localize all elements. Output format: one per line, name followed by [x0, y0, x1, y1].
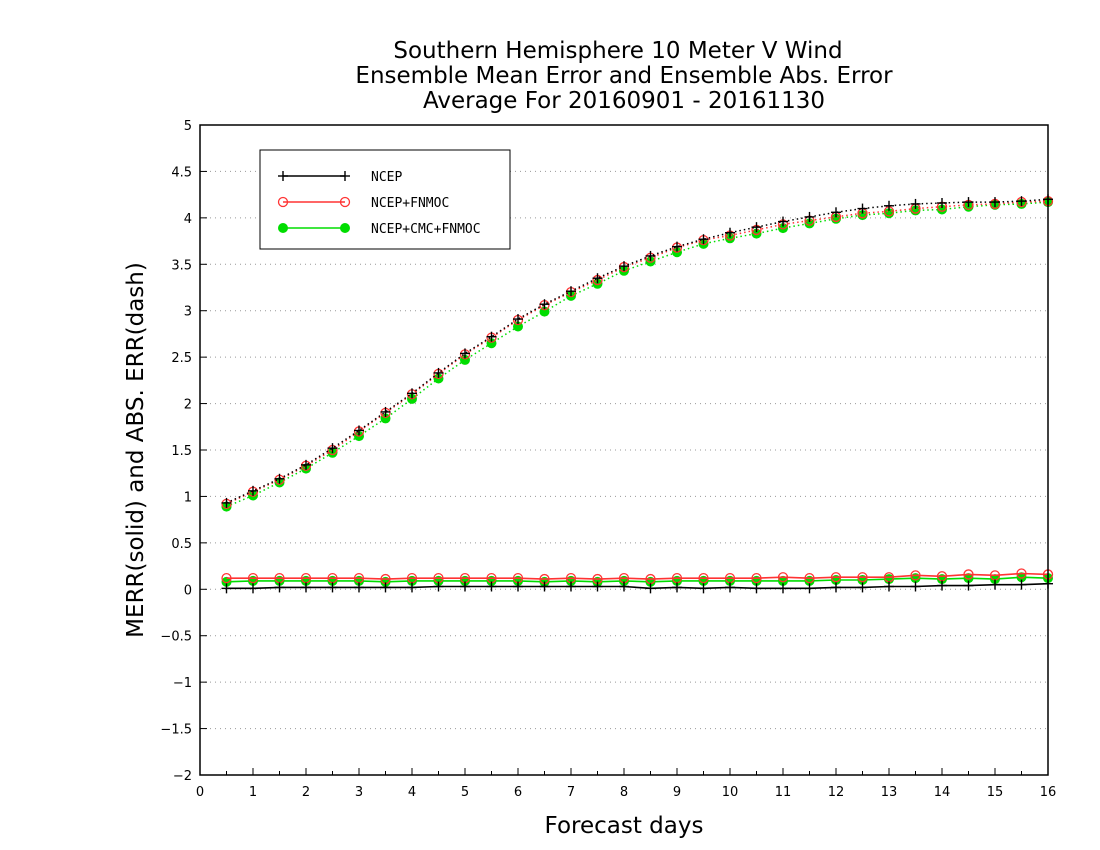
x-tick-label: 11 [775, 785, 792, 800]
x-tick-label: 12 [828, 785, 845, 800]
x-tick-label: 10 [722, 785, 739, 800]
x-tick-label: 16 [1040, 785, 1057, 800]
y-axis-label: MERR(solid) and ABS. ERR(dash) [123, 262, 149, 638]
data-point [339, 196, 351, 208]
x-tick-label: 3 [355, 785, 363, 800]
y-tick-label: 2 [184, 398, 192, 413]
abs-err-line [226, 198, 1049, 504]
data-point [645, 256, 656, 267]
data-point [990, 574, 1000, 585]
y-tick-label: 2.5 [171, 351, 192, 366]
series-layer [221, 194, 1054, 594]
data-point [751, 572, 762, 584]
y-tick-label: 3.5 [171, 258, 192, 273]
abs-err-line [226, 201, 1049, 508]
y-tick-label: 1 [184, 490, 192, 505]
data-point [277, 196, 289, 208]
legend-label: NCEP+FNMOC [371, 196, 449, 211]
y-tick-label: 1.5 [171, 444, 192, 459]
grid [200, 170, 1048, 730]
x-tick-label: 8 [620, 785, 628, 800]
y-tick-label: 0.5 [171, 537, 192, 552]
series-ncep-fnmoc [221, 195, 1054, 585]
x-tick-label: 7 [567, 785, 575, 800]
data-point [1016, 572, 1027, 583]
x-axis: 0 1 2 3 4 5 6 7 8 9 10 11 12 13 14 15 16 [196, 768, 1056, 800]
legend: NCEP NCEP+FNMOC NCEP+CMC+FNMOC [259, 149, 511, 250]
chart-title: Southern Hemisphere 10 Meter V Wind Ense… [355, 38, 893, 114]
legend-label: NCEP+CMC+FNMOC [371, 222, 481, 237]
legend-entry: NCEP [278, 170, 402, 185]
data-point [486, 338, 497, 349]
data-point [910, 570, 921, 581]
data-point [278, 223, 288, 233]
x-tick-label: 2 [302, 785, 310, 800]
mean-err-line [226, 582, 1049, 590]
y-tick-label: 4.5 [171, 165, 192, 180]
y-axis: −2 −1.5 −1 −0.5 0 0.5 1 1.5 2 2.5 3 3.5 4 4.5 5 [160, 119, 207, 784]
legend-label: NCEP [371, 170, 402, 185]
title-line-1: Southern Hemisphere 10 Meter V Wind [393, 38, 842, 64]
abs-err-line [226, 200, 1049, 505]
data-point [592, 278, 603, 289]
y-tick-label: 5 [184, 119, 192, 134]
y-tick-label: −2 [173, 769, 192, 784]
x-tick-label: 4 [408, 785, 416, 800]
x-tick-label: 6 [514, 785, 522, 800]
x-tick-label: 15 [987, 785, 1004, 800]
series-ncep-cmc-fnmoc [221, 197, 1053, 587]
y-tick-label: −1 [173, 676, 192, 691]
y-tick-label: −0.5 [160, 630, 192, 645]
data-point [247, 572, 259, 584]
data-point [340, 223, 350, 233]
x-tick-label: 0 [196, 785, 204, 800]
x-tick-label: 14 [934, 785, 951, 800]
x-tick-label: 5 [461, 785, 469, 800]
x-tick-label: 13 [881, 785, 898, 800]
y-tick-label: −1.5 [160, 723, 192, 738]
x-axis-label: Forecast days [545, 813, 704, 839]
data-point [857, 572, 868, 583]
data-point [778, 575, 788, 586]
data-point [698, 572, 709, 584]
data-point [937, 204, 947, 215]
data-point [777, 572, 789, 583]
data-point [804, 572, 815, 584]
series-ncep [221, 194, 1053, 594]
title-line-2: Ensemble Mean Error and Ensemble Abs. Er… [355, 63, 893, 89]
legend-box [259, 149, 511, 250]
y-tick-label: 3 [184, 305, 192, 320]
data-point [963, 573, 974, 584]
data-point [221, 572, 232, 584]
legend-entry: NCEP+FNMOC [277, 196, 449, 211]
x-tick-label: 9 [673, 785, 681, 800]
y-tick-label: 4 [184, 212, 192, 227]
title-line-3: Average For 20160901 - 20161130 [423, 88, 825, 114]
y-tick-label: 0 [184, 583, 192, 598]
x-tick-label: 1 [249, 785, 257, 800]
data-point [221, 576, 232, 587]
data-point [460, 354, 470, 365]
data-point [830, 572, 842, 583]
data-point [380, 413, 391, 424]
data-point [963, 569, 974, 580]
legend-entry: NCEP+CMC+FNMOC [278, 222, 481, 237]
data-point [1016, 568, 1027, 579]
